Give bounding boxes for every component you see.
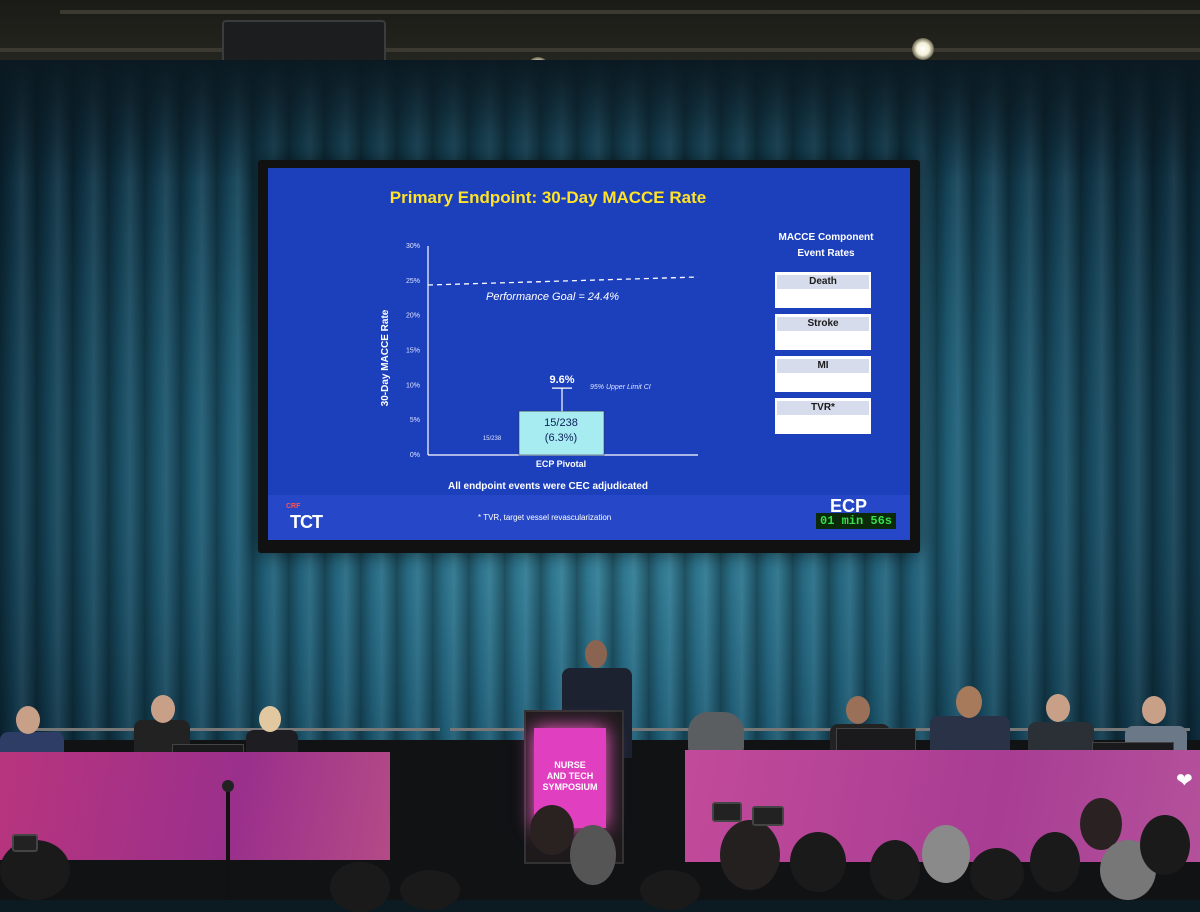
audience-member (1140, 815, 1190, 875)
bar-label-percent: (6.3%) (545, 432, 577, 444)
ceiling-beam (0, 48, 1200, 52)
audience-member (530, 805, 574, 855)
audience-member (640, 870, 700, 910)
y-tick-label: 20% (406, 313, 420, 320)
panelist-body (246, 730, 298, 756)
podium-line1: NURSE (554, 760, 586, 770)
y-tick-group: 0% 5% 10% 15% 20% 25% 30% (406, 243, 420, 459)
speaker-head (585, 640, 607, 668)
podium-line2: AND TECH (546, 771, 594, 781)
projection-screen: Primary Endpoint: 30-Day MACCE Rate 0% 5%… (268, 168, 910, 540)
audience-member (400, 870, 460, 910)
panelist-head (1142, 696, 1166, 724)
y-tick-label: 10% (406, 382, 420, 389)
audience-member (570, 825, 616, 885)
component-stroke: Stroke (774, 313, 872, 351)
component-label: MI (777, 359, 869, 373)
component-label: Stroke (777, 317, 869, 331)
panelist-head (16, 706, 40, 734)
audience-member (1080, 798, 1122, 850)
audience-member (720, 820, 780, 890)
phone (12, 834, 38, 852)
panelist-body (930, 716, 1010, 752)
tct-logo: TCT (290, 512, 323, 532)
component-label: Death (777, 275, 869, 289)
y-tick-label: 0% (410, 452, 420, 459)
slide-footnote: All endpoint events were CEC adjudicated (447, 481, 649, 492)
panelist-head (846, 696, 870, 724)
ci-upper-value: 9.6% (549, 374, 574, 386)
panelist-head (259, 706, 281, 732)
macce-chart: 0% 5% 10% 15% 20% 25% 30% 30-Day MACCE Rate Pe… (380, 243, 699, 469)
performance-goal-label: Performance Goal = 24.4% (486, 291, 619, 303)
microphone-icon (222, 780, 234, 792)
bar-ecp-pivotal (518, 410, 605, 456)
component-heading: MACCE Component Event Rates (746, 230, 906, 262)
crf-logo: CRF (286, 503, 301, 510)
podium-line3: SYMPOSIUM (542, 782, 598, 792)
podium-text: NURSE AND TECH SYMPOSIUM (534, 760, 606, 793)
mic-stand (226, 785, 230, 900)
component-mi: MI (774, 355, 872, 393)
stage-railing (20, 728, 440, 731)
audience-member (870, 840, 920, 900)
slide-title: Primary Endpoint: 30-Day MACCE Rate (389, 188, 707, 207)
stage-light (912, 38, 934, 60)
x-category-label: ECP Pivotal (536, 459, 586, 469)
panelist-head (1046, 694, 1070, 722)
stage-railing (450, 728, 1190, 731)
ecp-logo: ECP (830, 496, 868, 516)
audience-member (1030, 832, 1080, 892)
audience-member (970, 848, 1024, 900)
ceiling-beam (60, 10, 1200, 14)
ci-upper-caption: 95% Upper Limit CI (590, 384, 651, 391)
empty-chair (688, 712, 744, 752)
audience-member (922, 825, 970, 883)
panel-table-left (0, 752, 390, 860)
component-tvr: TVR* (774, 397, 872, 435)
y-tick-label: 30% (406, 243, 420, 250)
panelist-head (956, 686, 982, 718)
audience-member (790, 832, 846, 892)
performance-goal-line (427, 276, 699, 286)
presentation-timer: 01 min 56s (816, 513, 897, 529)
y-tick-label: 25% (406, 278, 420, 285)
tvr-footnote: * TVR, target vessel revascularization (478, 513, 612, 522)
y-axis-label: 30-Day MACCE Rate (380, 309, 391, 406)
component-death: Death (774, 271, 872, 309)
y-tick-label: 15% (406, 348, 420, 355)
component-label: TVR* (777, 401, 869, 415)
phone (752, 806, 784, 826)
audience-member (330, 862, 390, 912)
slide-bottom-band (268, 495, 910, 540)
component-heading-line2: Event Rates (797, 248, 855, 259)
panelist-body (1028, 722, 1094, 754)
y-tick-label: 5% (410, 417, 420, 424)
phone (712, 802, 742, 822)
small-count-label: 15/238 (483, 436, 502, 442)
heart-logo-icon: ❤ (1176, 770, 1193, 792)
component-heading-line1: MACCE Component (778, 232, 874, 243)
bar-label-count: 15/238 (544, 417, 578, 429)
panelist-head (151, 695, 175, 723)
laptop (836, 728, 916, 754)
